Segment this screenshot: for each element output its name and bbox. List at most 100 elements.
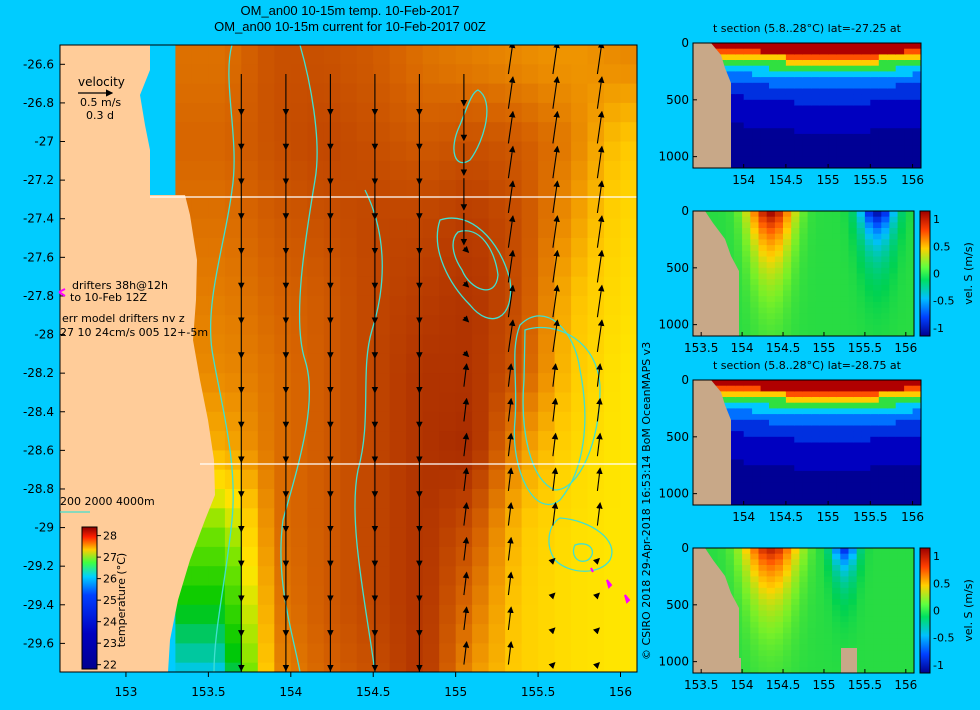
velocity-arrow (548, 557, 556, 565)
section-cell (904, 139, 914, 146)
temp-cell (356, 469, 374, 490)
section-cell (895, 448, 905, 455)
temp-cell (406, 566, 424, 587)
velocity-arrow (551, 502, 559, 526)
temp-cell (422, 315, 440, 336)
section-cell (799, 301, 809, 309)
temp-cell (439, 643, 457, 664)
temp-cell (538, 102, 556, 123)
section-cell (766, 621, 776, 629)
temp-cell (241, 122, 259, 143)
temp-cell (488, 199, 506, 220)
section-cell (878, 419, 888, 427)
section-cell (870, 94, 880, 101)
section-cell (828, 453, 838, 461)
section-cell (811, 442, 821, 449)
section-cell (799, 319, 809, 326)
temp-cell (439, 604, 457, 625)
section-cell (777, 442, 787, 449)
colorbar-tick-label: 24 (103, 616, 117, 629)
section-cell (861, 162, 871, 168)
section-cell (904, 408, 914, 415)
temp-cell (538, 508, 556, 529)
temp-cell (307, 45, 325, 65)
section-cell (752, 88, 762, 95)
section-cell (881, 570, 891, 577)
section-cell (799, 570, 809, 577)
section-cell (735, 71, 745, 78)
section-cell (766, 656, 776, 663)
velocity-colorbar (919, 547, 931, 674)
temp-cell (455, 45, 473, 65)
temp-cell (571, 508, 589, 529)
temp-cell (538, 527, 556, 548)
section-cell (824, 559, 833, 566)
section-cell (836, 139, 846, 146)
section-cell (743, 139, 753, 146)
section-cell (912, 385, 921, 392)
velocity-arrow (552, 249, 560, 283)
temp-cell (488, 489, 506, 509)
section-cell (870, 459, 880, 466)
section-cell (881, 301, 891, 309)
section-cell (845, 94, 854, 101)
section-cell (819, 65, 829, 72)
temp-cell (307, 662, 325, 672)
section-cell (845, 82, 854, 90)
section-cell (758, 565, 768, 572)
temp-cell (455, 585, 473, 606)
section-cell (828, 105, 838, 112)
section-cell (895, 116, 905, 124)
section-cell (861, 419, 871, 427)
section-cell (887, 408, 897, 415)
section-cell (828, 156, 838, 163)
temp-cell (538, 276, 556, 297)
y-tick-label: -28 (34, 328, 54, 342)
section-cell (750, 599, 760, 606)
section-cell (799, 582, 809, 589)
section-cell (889, 319, 899, 326)
section-cell (769, 493, 778, 500)
section-cell (750, 593, 760, 600)
section-cell (735, 145, 745, 152)
section-cell (758, 330, 768, 336)
section-cell (785, 470, 795, 478)
section-cell (750, 644, 760, 651)
section-cell (881, 565, 891, 572)
section-cell (760, 419, 770, 427)
section-cell (889, 262, 899, 269)
section-cell (733, 239, 743, 246)
section-cell (864, 319, 874, 326)
section-cell (836, 116, 846, 124)
section-cell (921, 437, 930, 443)
temp-cell (455, 604, 473, 625)
temp-cell (587, 624, 605, 644)
section-cell (752, 122, 762, 129)
temp-cell (323, 102, 341, 123)
section-cell (733, 262, 743, 269)
section-cell (905, 239, 914, 246)
section-cell (819, 99, 829, 107)
temp-cell (571, 295, 589, 316)
section-cell (783, 610, 792, 617)
section-cell (912, 391, 921, 398)
temp-cell (455, 411, 473, 432)
section-cell (791, 222, 800, 229)
section-cell (783, 587, 792, 595)
section-cell (769, 139, 778, 146)
temp-cell (472, 315, 490, 336)
section-cell (726, 470, 736, 478)
section-cell (769, 145, 778, 152)
section-cell (743, 133, 753, 141)
section-cell (766, 587, 776, 595)
section-cell (725, 553, 735, 560)
section-cell (824, 633, 833, 640)
section-cell (912, 116, 921, 124)
temp-cell (620, 257, 637, 278)
section-cell (811, 139, 821, 146)
section-cell (848, 267, 858, 275)
section-cell (766, 553, 776, 560)
section-cell (752, 145, 762, 152)
temp-cell (554, 83, 572, 104)
section-cell (819, 156, 829, 163)
